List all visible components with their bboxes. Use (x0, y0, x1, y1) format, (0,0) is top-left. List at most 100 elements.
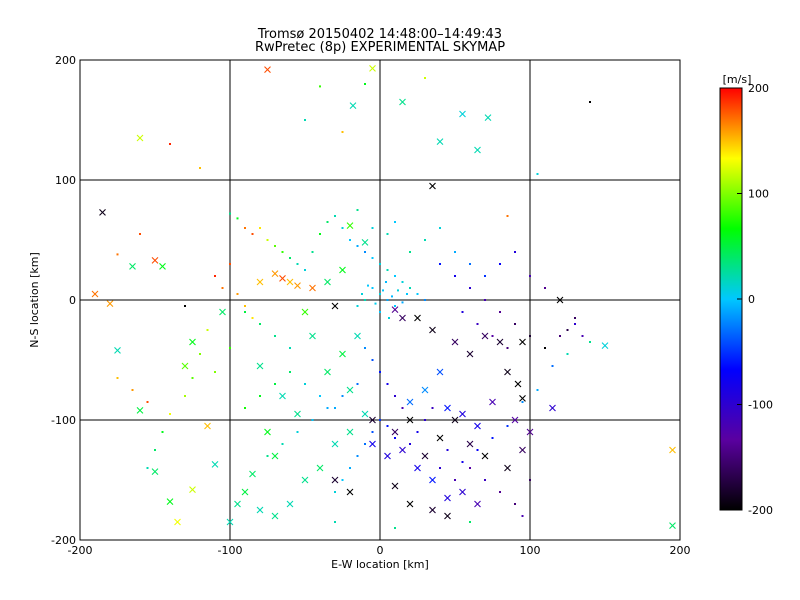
data-point-dot (469, 521, 471, 523)
data-point-cross (504, 464, 511, 472)
data-point-cross (481, 332, 489, 340)
data-point-cross (166, 498, 174, 505)
data-point-cross (324, 278, 331, 286)
data-point-dot (454, 251, 456, 253)
data-point-dot (266, 239, 269, 241)
data-point-cross (514, 380, 522, 388)
data-point-cross (444, 404, 451, 412)
data-point-cross-stroke (481, 332, 489, 340)
data-point-dot (251, 233, 254, 235)
data-point-cross-stroke (391, 428, 399, 436)
data-point-dot (544, 287, 546, 289)
data-point-dot (259, 395, 261, 397)
data-point-cross (286, 500, 294, 508)
data-point-cross-stroke (339, 350, 346, 358)
data-point-cross-stroke (271, 512, 279, 520)
chart-title: Tromsø 20150402 14:48:00–14:49:43 (257, 27, 503, 42)
data-point-cross (174, 518, 181, 526)
data-point-dot (536, 173, 539, 175)
chart-subtitle: RwPretec (8p) EXPERIMENTAL SKYMAP (254, 40, 506, 55)
data-point-dot (251, 317, 254, 319)
data-point-cross (331, 440, 339, 448)
data-point-cross-stroke (136, 134, 144, 142)
data-point-cross-stroke (279, 275, 286, 282)
data-point-cross-stroke (669, 522, 676, 529)
data-point-cross-stroke (204, 422, 211, 430)
data-point-cross (399, 98, 406, 106)
data-point-dot (259, 323, 261, 325)
data-point-cross-stroke (669, 446, 676, 454)
data-point-cross-stroke (519, 338, 526, 346)
data-point-dot (131, 389, 134, 391)
data-point-dot (334, 407, 336, 409)
data-point-dot (469, 287, 471, 289)
data-point-cross-stroke (114, 347, 121, 354)
data-point-cross-stroke (181, 362, 189, 370)
data-point-dot (544, 347, 546, 349)
data-point-cross (181, 362, 189, 370)
data-point-dot (364, 443, 366, 445)
data-point-dot (374, 302, 377, 305)
data-point-cross (444, 494, 451, 502)
data-point-dot (439, 227, 441, 229)
data-point-dot (521, 515, 524, 517)
data-point-dot (431, 407, 434, 409)
data-point-cross (346, 488, 354, 496)
data-point-dot (499, 263, 501, 265)
x-tick-label: 0 (377, 544, 384, 557)
data-point-dot (394, 305, 396, 307)
data-point-cross-stroke (324, 278, 331, 286)
data-point-dot (349, 239, 351, 241)
y-tick-label: 100 (55, 174, 76, 187)
data-point-cross (271, 270, 279, 277)
data-point-cross-stroke (504, 368, 511, 376)
data-point-dot (499, 491, 501, 493)
data-point-cross-stroke (309, 284, 316, 292)
data-point-dot (589, 101, 591, 103)
data-point-cross-stroke (219, 308, 226, 316)
data-point-cross (136, 407, 144, 414)
data-point-cross-stroke (301, 308, 309, 316)
data-point-cross (331, 476, 339, 484)
data-point-cross-stroke (106, 300, 114, 307)
data-point-dot (382, 289, 384, 292)
data-point-cross-stroke (211, 461, 219, 468)
data-point-cross-stroke (391, 482, 399, 490)
data-point-cross (271, 512, 279, 520)
data-point-cross-stroke (91, 290, 99, 298)
data-point-dot (559, 335, 561, 337)
data-point-cross-stroke (294, 282, 301, 289)
data-point-cross-stroke (256, 506, 264, 514)
data-point-cross-stroke (369, 440, 376, 448)
data-point-dot (319, 395, 321, 397)
data-point-dot (364, 299, 366, 301)
data-point-dot (274, 335, 276, 337)
data-point-dot (424, 299, 426, 301)
x-axis-label: E-W location [km] (331, 558, 429, 571)
data-point-dot (409, 443, 411, 445)
data-point-cross (459, 110, 466, 118)
data-point-cross (526, 428, 534, 436)
data-point-cross-stroke (264, 66, 271, 73)
data-point-cross-stroke (286, 278, 294, 286)
data-point-dot (161, 431, 164, 433)
data-point-cross-stroke (459, 410, 466, 418)
data-point-cross-stroke (406, 398, 414, 406)
data-point-dot (394, 437, 396, 439)
data-point-dot (244, 407, 246, 409)
data-point-dot (401, 281, 404, 283)
data-point-cross (429, 326, 436, 334)
data-point-dot (199, 353, 201, 355)
data-point-cross-stroke (514, 380, 522, 388)
data-point-dot (379, 371, 381, 373)
data-point-cross (436, 368, 444, 376)
data-point-cross-stroke (99, 209, 106, 216)
data-point-dot (334, 521, 336, 523)
data-point-cross (241, 488, 249, 496)
data-point-dot (484, 479, 486, 481)
data-point-dot (521, 401, 524, 403)
data-point-cross (481, 452, 489, 460)
data-point-cross (189, 486, 196, 493)
data-point-dot (385, 281, 387, 283)
data-point-cross-stroke (331, 440, 339, 448)
